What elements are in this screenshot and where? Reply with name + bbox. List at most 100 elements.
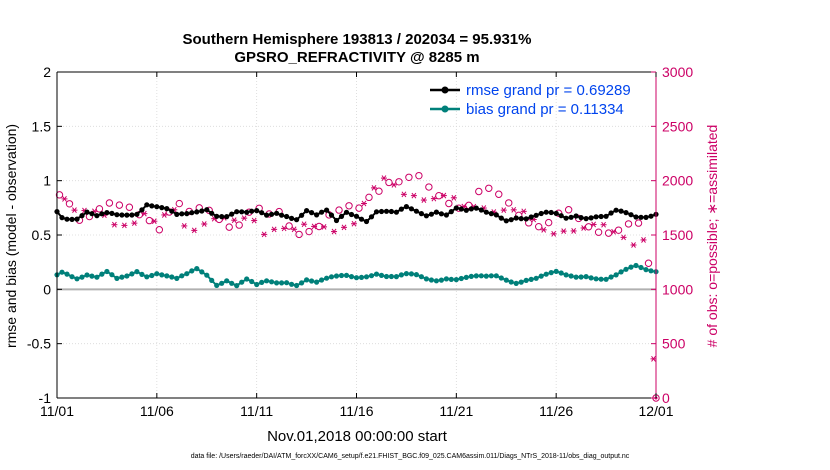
asterisk-stroke [231,217,237,224]
y-tick-label-right: 1500 [662,227,693,243]
bias-point [189,268,195,274]
asterisk-stroke [651,355,656,362]
rmse-point [234,209,240,215]
bias-point [79,274,85,280]
obs-possible-marker [395,178,403,186]
rmse-point [124,212,130,218]
rmse-point [553,210,559,216]
x-tick-label: 11/01 [40,403,74,419]
rmse-point [508,217,514,223]
obs-assimilated-marker [550,230,557,237]
asterisk-stroke [341,224,347,231]
obs-assimilated-marker [540,226,547,233]
grid-lines [57,72,656,398]
rmse-point [69,216,75,222]
bias-point [154,271,160,277]
asterisk-stroke [271,226,277,233]
bias-point [229,280,235,286]
rmse-point [294,217,300,223]
axes: 11/01 11/06 11/11 11/16 11/21 11/26 12/01 -1 -0.… [27,64,693,419]
y-axis-label-left: rmse and bias (model - observation) [3,124,19,348]
bias-point [428,277,434,283]
asterisk-stroke [121,222,127,229]
rmse-point [468,206,474,212]
bias-point [583,274,589,280]
obs-possible-marker [305,227,313,236]
bias-point [333,273,340,279]
obs-assimilated-marker [351,220,358,227]
obs-assimilated-marker [640,237,647,243]
obs-assimilated-marker [111,221,118,228]
asterisk-stroke [361,200,367,207]
y-tick-label-right: 2000 [662,173,693,189]
bias-point [508,279,514,285]
bias-point [588,275,594,281]
obs-assimilated-marker [360,200,367,207]
rmse-point [209,210,215,216]
obs-assimilated-marker [61,196,68,202]
obs-possible-marker [425,183,433,191]
rmse-point [304,208,310,214]
bias-point [284,280,290,286]
bias-point [453,277,459,283]
bias-point [289,281,295,287]
obs-possible-marker [175,199,183,208]
bias-point [558,270,564,276]
rmse-point [114,212,120,218]
y-tick-label-right: 0 [662,390,670,406]
asterisk-stroke [431,195,437,202]
rmse-point [184,211,190,217]
obs-assimilated-marker [570,228,577,234]
bias-point [309,278,315,284]
bias-point [418,274,424,280]
rmse-point [119,212,125,218]
asterisk-stroke [131,220,137,227]
bias-point [493,273,499,279]
bias-point [628,264,634,270]
bias-point [528,276,534,282]
obs-possible-marker [365,193,373,202]
rmse-point [518,216,524,222]
asterisk-stroke [331,228,337,235]
x-tick-label: 11/11 [240,403,273,419]
obs-possible-marker [405,173,413,181]
obs-possible-marker [415,171,423,180]
obs-assimilated-marker [500,207,507,214]
bias-point [209,277,215,283]
obs-possible-marker [375,187,383,195]
asterisk-stroke [151,218,157,225]
bias-point [513,280,519,286]
rmse-point [428,211,434,217]
rmse-point [488,211,494,217]
asterisk-stroke [561,228,567,235]
rmse-point [199,208,205,214]
bias-point [89,273,95,279]
rmse-point [463,207,469,213]
rmse-point [358,216,365,222]
bias-point [109,272,115,278]
asterisk-stroke [72,207,77,214]
rmse-point [343,209,350,215]
bias-point [254,281,260,288]
obs-assimilated-marker [131,220,138,227]
asterisk-stroke [62,196,67,202]
bias-point [214,282,220,288]
obs-possible-marker [235,221,243,229]
rmse-point [453,205,459,211]
bias-point [244,276,250,282]
rmse-point [448,209,454,215]
obs-assimilated-marker [291,226,298,233]
asterisk-stroke [321,223,327,230]
rmse-point [523,216,529,222]
rmse-point [89,211,95,217]
bias-point [194,266,200,272]
bias-point [448,276,454,282]
y-axis-label-right: # of obs: o=possible; ∗=assimilated [704,125,720,348]
asterisk-stroke [511,206,517,213]
obs-assimilated-marker [450,194,457,201]
bias-point [294,282,300,289]
asterisk-stroke [421,197,427,203]
obs-possible-marker [55,191,64,199]
chart-title-line1: Southern Hemisphere 193813 / 202034 = 95… [183,31,532,48]
asterisk-stroke [351,220,357,227]
